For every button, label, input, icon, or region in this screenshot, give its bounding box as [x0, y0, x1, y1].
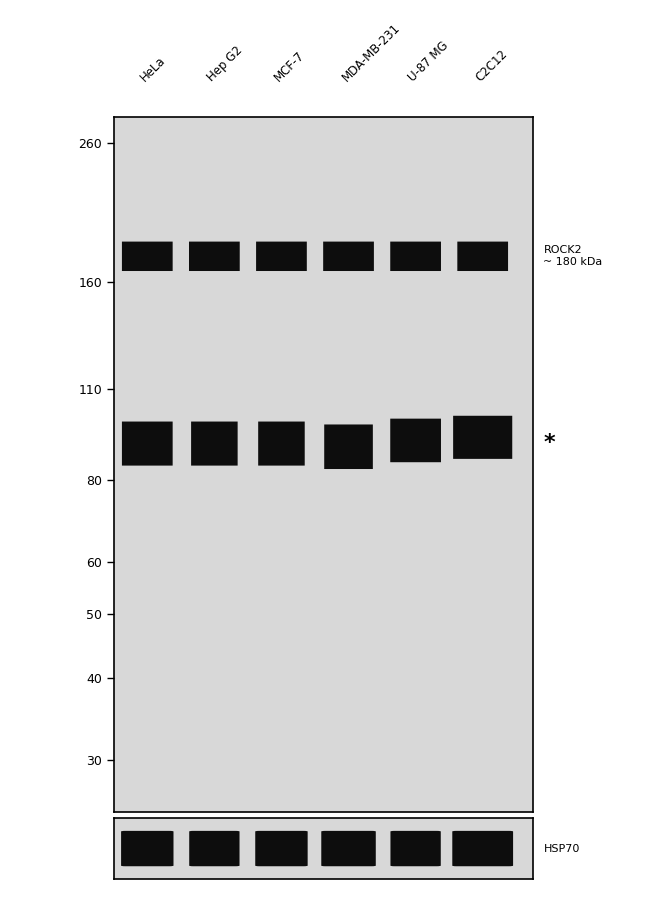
FancyBboxPatch shape: [189, 241, 240, 271]
Text: C2C12: C2C12: [473, 48, 510, 84]
FancyBboxPatch shape: [255, 831, 307, 867]
Text: U-87 MG: U-87 MG: [406, 39, 452, 84]
FancyBboxPatch shape: [391, 831, 441, 867]
FancyBboxPatch shape: [121, 831, 174, 867]
FancyBboxPatch shape: [256, 241, 307, 271]
Text: MDA-MB-231: MDA-MB-231: [339, 22, 402, 84]
FancyBboxPatch shape: [258, 422, 305, 466]
FancyBboxPatch shape: [458, 241, 508, 271]
FancyBboxPatch shape: [390, 241, 441, 271]
Text: Hep G2: Hep G2: [205, 44, 246, 84]
FancyBboxPatch shape: [191, 422, 238, 466]
FancyBboxPatch shape: [321, 831, 376, 867]
FancyBboxPatch shape: [122, 422, 173, 466]
FancyBboxPatch shape: [323, 241, 374, 271]
FancyBboxPatch shape: [452, 831, 513, 867]
FancyBboxPatch shape: [390, 419, 441, 462]
Text: MCF-7: MCF-7: [272, 49, 307, 84]
Text: *: *: [543, 432, 555, 453]
Text: HeLa: HeLa: [138, 54, 168, 84]
FancyBboxPatch shape: [189, 831, 239, 867]
Text: HSP70: HSP70: [543, 843, 580, 854]
FancyBboxPatch shape: [453, 416, 512, 459]
FancyBboxPatch shape: [122, 241, 173, 271]
FancyBboxPatch shape: [324, 424, 373, 469]
Text: ROCK2
~ 180 kDa: ROCK2 ~ 180 kDa: [543, 245, 603, 266]
